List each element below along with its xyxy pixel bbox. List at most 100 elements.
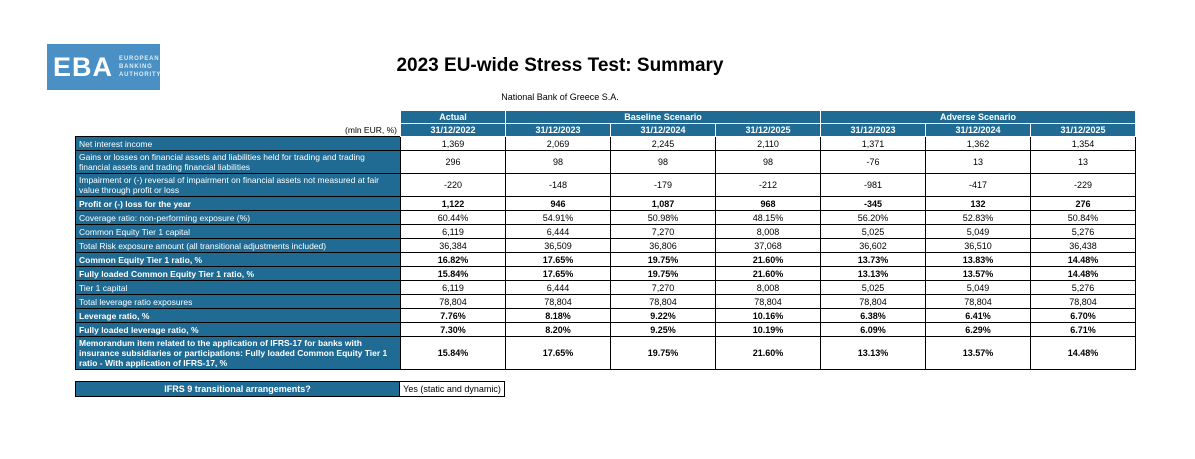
value-cell: 1,369 xyxy=(400,136,506,151)
table-row: Common Equity Tier 1 capital 6,119 6,444 7,… xyxy=(75,224,1137,239)
date-header: 31/12/2025 xyxy=(1030,123,1137,137)
row-label: Total leverage ratio exposures xyxy=(75,294,401,309)
value-cell: 19.75% xyxy=(610,252,716,267)
value-cell: 5,049 xyxy=(925,280,1032,295)
value-cell: 78,804 xyxy=(820,294,927,309)
value-cell: 21.60% xyxy=(714,266,822,281)
value-cell: -76 xyxy=(820,150,927,174)
value-cell: 1,087 xyxy=(610,196,716,211)
row-label: Coverage ratio: non-performing exposure … xyxy=(75,210,401,225)
value-cell: -148 xyxy=(505,173,611,197)
date-header: 31/12/2024 xyxy=(610,123,716,137)
table-row: Leverage ratio, % 7.76% 8.18% 9.22% 10.16% 6.… xyxy=(75,308,1137,323)
value-cell: 6,444 xyxy=(505,280,611,295)
value-cell: 13.57% xyxy=(925,266,1032,281)
row-label: Common Equity Tier 1 capital xyxy=(75,224,401,239)
row-label: Fully loaded Common Equity Tier 1 ratio,… xyxy=(75,266,401,281)
blank-corner xyxy=(75,110,401,124)
table-row: Fully loaded Common Equity Tier 1 ratio,… xyxy=(75,266,1137,281)
value-cell: -417 xyxy=(925,173,1032,197)
value-cell: -212 xyxy=(714,173,822,197)
value-cell: 60.44% xyxy=(400,210,506,225)
value-cell: 17.65% xyxy=(505,252,611,267)
scenario-group-row: Actual Baseline Scenario Adverse Scenari… xyxy=(75,110,1137,124)
group-header-actual: Actual xyxy=(400,110,506,124)
value-cell: 56.20% xyxy=(820,210,927,225)
value-cell: -229 xyxy=(1030,173,1137,197)
unit-label: (mln EUR, %) xyxy=(75,123,401,137)
value-cell: 8.20% xyxy=(505,322,611,337)
value-cell: 17.65% xyxy=(505,266,611,281)
value-cell: 6.41% xyxy=(925,308,1032,323)
value-cell: 14.48% xyxy=(1030,252,1137,267)
row-label: Common Equity Tier 1 ratio, % xyxy=(75,252,401,267)
row-label: Leverage ratio, % xyxy=(75,308,401,323)
value-cell: 9.22% xyxy=(610,308,716,323)
table-row: Gains or losses on financial assets and … xyxy=(75,150,1137,174)
ifrs9-answer-value: Yes (static and dynamic) xyxy=(400,381,505,397)
value-cell: 15.84% xyxy=(400,336,506,370)
row-label: Fully loaded leverage ratio, % xyxy=(75,322,401,337)
row-label: Profit or (-) loss for the year xyxy=(75,196,401,211)
value-cell: 1,354 xyxy=(1030,136,1137,151)
value-cell: 36,384 xyxy=(400,238,506,253)
value-cell: 13.83% xyxy=(925,252,1032,267)
value-cell: 21.60% xyxy=(714,336,822,370)
value-cell: 13.57% xyxy=(925,336,1032,370)
value-cell: 7,270 xyxy=(610,280,716,295)
value-cell: 7.30% xyxy=(400,322,506,337)
value-cell: 10.19% xyxy=(714,322,822,337)
date-header: 31/12/2025 xyxy=(714,123,822,137)
value-cell: 132 xyxy=(925,196,1032,211)
value-cell: 6.29% xyxy=(925,322,1032,337)
value-cell: 15.84% xyxy=(400,266,506,281)
value-cell: 6.09% xyxy=(820,322,927,337)
value-cell: 14.48% xyxy=(1030,266,1137,281)
value-cell: 2,110 xyxy=(714,136,822,151)
eba-logo-abbr: EBA xyxy=(53,51,114,82)
value-cell: 78,804 xyxy=(1030,294,1137,309)
value-cell: 48.15% xyxy=(714,210,822,225)
value-cell: 21.60% xyxy=(714,252,822,267)
table-row: Tier 1 capital 6,119 6,444 7,270 8,008 5,025 5… xyxy=(75,280,1137,295)
value-cell: 6,119 xyxy=(400,280,506,295)
value-cell: 6,444 xyxy=(505,224,611,239)
value-cell: 36,438 xyxy=(1030,238,1137,253)
value-cell: 7,270 xyxy=(610,224,716,239)
value-cell: 16.82% xyxy=(400,252,506,267)
value-cell: 19.75% xyxy=(610,336,716,370)
group-header-baseline: Baseline Scenario xyxy=(504,110,822,124)
value-cell: 6.70% xyxy=(1030,308,1137,323)
table-row: Coverage ratio: non-performing exposure … xyxy=(75,210,1137,225)
value-cell: 1,362 xyxy=(925,136,1032,151)
value-cell: 14.48% xyxy=(1030,336,1137,370)
value-cell: 13 xyxy=(925,150,1032,174)
value-cell: 1,122 xyxy=(400,196,506,211)
value-cell: -179 xyxy=(610,173,716,197)
value-cell: 98 xyxy=(505,150,611,174)
date-header: 31/12/2024 xyxy=(925,123,1032,137)
value-cell: 5,025 xyxy=(820,224,927,239)
row-label: Memorandum item related to the applicati… xyxy=(75,336,401,370)
value-cell: 36,806 xyxy=(610,238,716,253)
value-cell: 50.84% xyxy=(1030,210,1137,225)
value-cell: 946 xyxy=(505,196,611,211)
table-row: Total Risk exposure amount (all transiti… xyxy=(75,238,1137,253)
table-row: Profit or (-) loss for the year 1,122 946 1… xyxy=(75,196,1137,211)
value-cell: 296 xyxy=(400,150,506,174)
eba-logo-line: EUROPEAN xyxy=(119,56,160,62)
value-cell: 276 xyxy=(1030,196,1137,211)
group-header-adverse: Adverse Scenario xyxy=(820,110,1137,124)
value-cell: 968 xyxy=(714,196,822,211)
date-header: 31/12/2023 xyxy=(505,123,611,137)
value-cell: 54.91% xyxy=(505,210,611,225)
page-title: 2023 EU-wide Stress Test: Summary xyxy=(396,55,724,76)
value-cell: 50.98% xyxy=(610,210,716,225)
value-cell: 6.71% xyxy=(1030,322,1137,337)
value-cell: 19.75% xyxy=(610,266,716,281)
value-cell: -981 xyxy=(820,173,927,197)
value-cell: 9.25% xyxy=(610,322,716,337)
table-row: Impairment or (-) reversal of impairment… xyxy=(75,173,1137,197)
value-cell: 2,245 xyxy=(610,136,716,151)
